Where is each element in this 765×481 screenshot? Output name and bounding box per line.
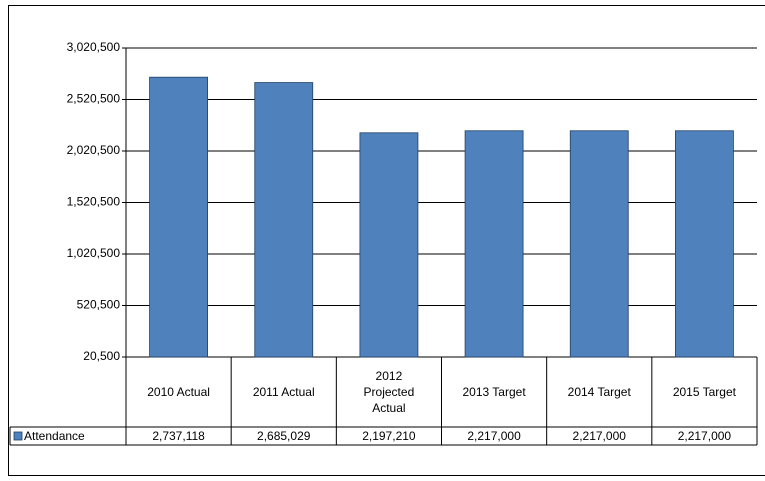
x-tick-label: 2013 Target [462, 385, 526, 399]
data-label: 2,217,000 [467, 429, 521, 443]
data-label: 2,217,000 [677, 429, 732, 443]
chart-border [8, 5, 765, 476]
data-label: 2,737,118 [152, 429, 205, 443]
bar [675, 130, 734, 358]
bar [359, 132, 419, 358]
x-tick-label: 2015 Target [672, 385, 736, 399]
data-label: 2,685,029 [257, 429, 311, 443]
y-tick-label: 2,020,500 [67, 143, 121, 157]
bar [569, 130, 629, 358]
y-tick-label: 1,520,500 [67, 195, 121, 209]
legend-label: Attendance [24, 429, 85, 443]
legend-swatch [13, 431, 23, 441]
data-label: 2,197,210 [362, 429, 416, 443]
data-label: 2,217,000 [572, 429, 626, 443]
y-tick-label: 520,500 [77, 298, 121, 312]
y-tick-label: 3,020,500 [67, 40, 121, 54]
bar [464, 130, 524, 358]
y-tick-label: 20,500 [83, 349, 120, 363]
x-tick-label: 2012 Projected Actual [363, 369, 415, 415]
x-tick-label: 2011 Actual [252, 385, 315, 399]
x-tick-label: 2014 Target [567, 385, 631, 399]
y-tick-label: 2,520,500 [67, 92, 121, 106]
x-tick-label: 2010 Actual [147, 385, 210, 399]
bar [254, 82, 314, 358]
y-tick-label: 1,020,500 [67, 246, 121, 260]
bar [149, 76, 208, 358]
